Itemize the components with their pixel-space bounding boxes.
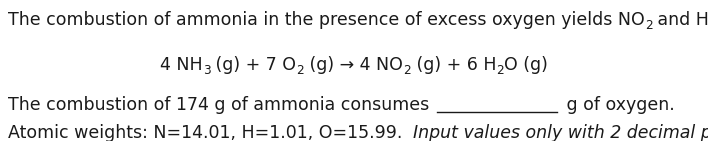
Text: 3: 3 (202, 64, 210, 77)
Text: (g) + 7 O: (g) + 7 O (210, 57, 297, 74)
Text: Atomic weights: N=14.01, H=1.01, O=15.99.: Atomic weights: N=14.01, H=1.01, O=15.99… (8, 124, 413, 141)
Text: 2: 2 (496, 64, 504, 77)
Text: 2: 2 (297, 64, 304, 77)
Text: Input values only with 2 decimal places.: Input values only with 2 decimal places. (413, 124, 708, 141)
Text: The combustion of 174 g of ammonia consumes: The combustion of 174 g of ammonia consu… (8, 96, 435, 114)
Text: (g) → 4 NO: (g) → 4 NO (304, 57, 403, 74)
Text: 2: 2 (645, 18, 653, 31)
Text: O (g): O (g) (504, 57, 548, 74)
Text: g of oxygen.: g of oxygen. (561, 96, 675, 114)
Text: and H: and H (653, 11, 708, 29)
Text: (g) + 6 H: (g) + 6 H (411, 57, 496, 74)
Text: The combustion of ammonia in the presence of excess oxygen yields NO: The combustion of ammonia in the presenc… (8, 11, 645, 29)
Text: 4 NH: 4 NH (160, 57, 202, 74)
Text: 2: 2 (403, 64, 411, 77)
